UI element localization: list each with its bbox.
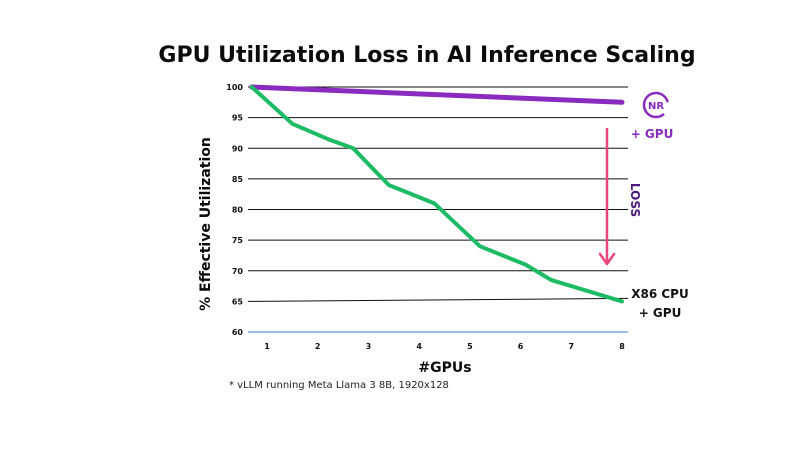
footnote: * vLLM running Meta Llama 3 8B, 1920x128 (229, 380, 449, 391)
y-tick-label: 60 (232, 328, 244, 337)
y-tick-label: 75 (232, 236, 244, 245)
series (249, 84, 625, 304)
x-tick-label: 2 (315, 342, 321, 351)
series-label-x86-line1: X86 CPU (631, 287, 688, 301)
series-label-gpu: + GPU (631, 127, 674, 141)
logo-text: NR (648, 101, 664, 112)
loss-annotation: LOSS (628, 183, 642, 217)
x-tick-label: 4 (416, 342, 422, 351)
y-tick-label: 100 (226, 83, 243, 92)
y-axis-ticks: 100 95 90 85 80 75 70 65 60 (226, 83, 243, 337)
x-tick-label: 8 (619, 342, 625, 351)
gridline (247, 297, 629, 302)
loss-arrow-head (598, 252, 616, 266)
x-tick-label: 6 (518, 342, 524, 351)
y-tick-label: 65 (232, 297, 244, 306)
series-line-gpu (249, 84, 625, 105)
x-axis-ticks: 1 2 3 4 5 6 7 8 (264, 342, 625, 351)
y-tick-label: 85 (232, 175, 244, 184)
series-line-x86-cpu-gpu (249, 85, 624, 304)
loss-arrow (598, 128, 616, 266)
y-tick-label: 80 (232, 206, 244, 215)
series-label-x86-line2: + GPU (639, 306, 682, 320)
y-axis-label: % Effective Utilization (198, 137, 214, 311)
x-tick-label: 3 (366, 342, 372, 351)
x-tick-label: 5 (467, 342, 473, 351)
y-tick-label: 95 (232, 114, 244, 123)
x-tick-label: 1 (264, 342, 270, 351)
y-tick-label: 90 (232, 144, 244, 153)
x-axis-label: #GPUs (418, 360, 471, 376)
y-tick-label: 70 (232, 267, 244, 276)
nr-logo-icon: NR (642, 91, 670, 119)
chart-title: GPU Utilization Loss in AI Inference Sca… (158, 43, 695, 68)
x-tick-label: 7 (568, 342, 574, 351)
